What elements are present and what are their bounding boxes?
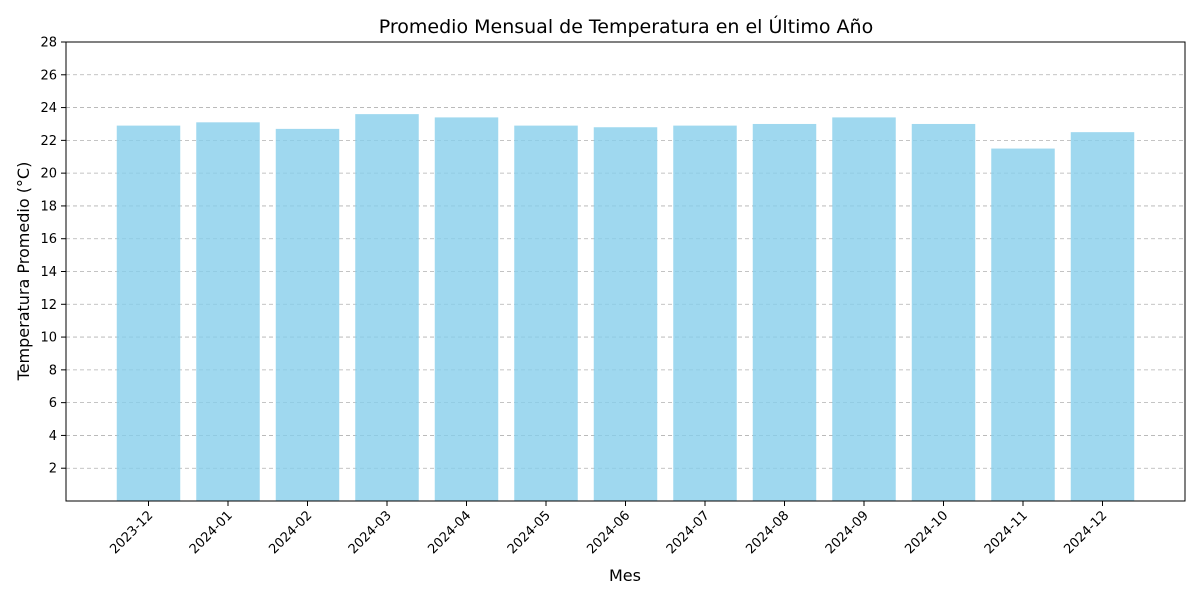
y-tick-label: 10 — [40, 331, 57, 346]
y-tick-label: 26 — [40, 68, 57, 83]
x-tick-label: 2024-02 — [266, 508, 315, 557]
x-tick-label: 2024-07 — [664, 508, 713, 557]
x-tick-label: 2024-05 — [505, 508, 554, 557]
y-tick-label: 16 — [40, 232, 57, 247]
bar-2023-12 — [116, 125, 181, 501]
bar-2024-05 — [514, 125, 578, 501]
y-tick-label: 12 — [40, 298, 57, 313]
bar-2024-08 — [752, 123, 817, 501]
bar-2024-04 — [434, 117, 499, 502]
y-tick-label: 4 — [49, 429, 57, 444]
y-tick-label: 18 — [40, 199, 57, 214]
y-tick-label: 8 — [49, 363, 57, 378]
chart-title: Promedio Mensual de Temperatura en el Úl… — [379, 14, 873, 38]
x-tick-label: 2024-01 — [187, 508, 236, 557]
bar-2024-01 — [196, 122, 260, 501]
y-tick-label: 28 — [40, 36, 57, 51]
bar-2024-09 — [832, 117, 896, 502]
bar-2024-03 — [355, 114, 419, 501]
bars — [116, 114, 1135, 502]
y-tick-label: 22 — [40, 134, 57, 149]
x-tick-label: 2024-11 — [982, 508, 1031, 557]
x-tick-label: 2024-03 — [346, 508, 395, 557]
bar-2024-02 — [275, 128, 340, 501]
y-tick-label: 14 — [40, 265, 57, 280]
x-tick-label: 2024-10 — [902, 508, 951, 557]
bar-2024-12 — [1070, 132, 1135, 502]
x-tick-label: 2023-12 — [107, 508, 156, 557]
x-tick-label: 2024-12 — [1061, 508, 1110, 557]
y-tick-label: 20 — [40, 167, 57, 182]
x-tick-label: 2024-04 — [425, 508, 474, 557]
bar-2024-06 — [593, 127, 658, 501]
y-axis-label: Temperatura Promedio (°C) — [14, 162, 33, 382]
y-tick-label: 24 — [40, 101, 57, 116]
x-axis-label: Mes — [609, 566, 641, 585]
bar-2024-11 — [991, 148, 1055, 501]
x-tick-label: 2024-08 — [743, 508, 792, 557]
x-axis-ticks: 2023-12 2024-01 2024-02 2024-03 2024-04 2024-… — [107, 501, 1110, 557]
y-tick-label: 2 — [49, 462, 57, 477]
y-tick-label: 6 — [49, 396, 57, 411]
bar-2024-07 — [673, 125, 737, 501]
bar-2024-10 — [911, 123, 976, 501]
x-tick-label: 2024-06 — [584, 508, 633, 557]
x-tick-label: 2024-09 — [823, 508, 872, 557]
